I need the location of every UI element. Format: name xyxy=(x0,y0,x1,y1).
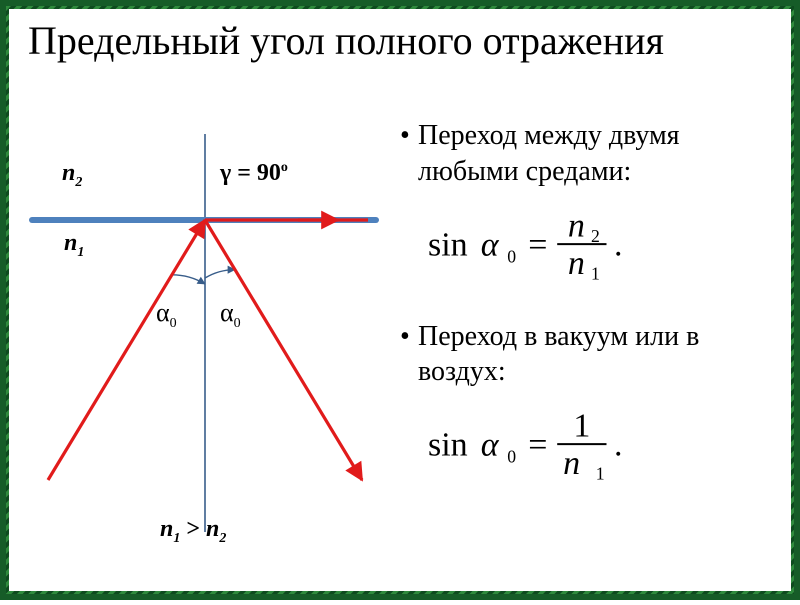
tir-diagram: n2 γ = 90o n1 α0 α0 n1 > n2 xyxy=(20,130,400,550)
bullet-1-text: Переход между двумя любыми средами: xyxy=(418,118,780,190)
svg-text:1: 1 xyxy=(591,263,600,283)
formula-2: sinα0 = 1n1. xyxy=(400,398,780,493)
svg-text:1: 1 xyxy=(596,464,605,484)
bullet-2-text: Переход в вакуум или в воздух: xyxy=(418,319,780,391)
svg-text:.: . xyxy=(614,427,623,464)
diagram-labels: n2 γ = 90o n1 α0 α0 n1 > n2 xyxy=(20,130,400,550)
svg-text:.: . xyxy=(614,226,623,263)
svg-text:1: 1 xyxy=(573,408,590,445)
svg-text:sin: sin xyxy=(428,226,468,263)
svg-text:=: = xyxy=(528,427,547,464)
diagram-label-n1: n1 xyxy=(64,230,84,261)
right-column: • Переход между двумя любыми средами: si… xyxy=(400,118,780,519)
svg-text:0: 0 xyxy=(507,447,516,467)
bullet-dot: • xyxy=(400,319,418,391)
diagram-label-inequality: n1 > n2 xyxy=(160,516,226,547)
svg-text:n: n xyxy=(563,445,580,482)
formula-1: sinα0 = n2n1. xyxy=(400,198,780,293)
diagram-label-n2: n2 xyxy=(62,160,82,191)
formula-1-svg: sinα0 = n2n1. xyxy=(400,198,660,293)
svg-text:α: α xyxy=(481,226,500,263)
bullet-1: • Переход между двумя любыми средами: xyxy=(400,118,780,190)
svg-text:α: α xyxy=(481,427,500,464)
svg-text:n: n xyxy=(568,245,585,282)
svg-text:sin: sin xyxy=(428,427,468,464)
diagram-label-a0_left: α0 xyxy=(156,298,177,332)
diagram-label-gamma: γ = 90o xyxy=(220,160,288,187)
bullet-2: • Переход в вакуум или в воздух: xyxy=(400,319,780,391)
formula-2-svg: sinα0 = 1n1. xyxy=(400,398,660,493)
page-title: Предельный угол полного отражения xyxy=(28,18,772,64)
bullet-dot: • xyxy=(400,118,418,190)
svg-text:2: 2 xyxy=(591,226,600,246)
svg-text:0: 0 xyxy=(507,246,516,266)
diagram-label-a0_right: α0 xyxy=(220,298,241,332)
svg-text:n: n xyxy=(568,207,585,244)
svg-text:=: = xyxy=(528,226,547,263)
